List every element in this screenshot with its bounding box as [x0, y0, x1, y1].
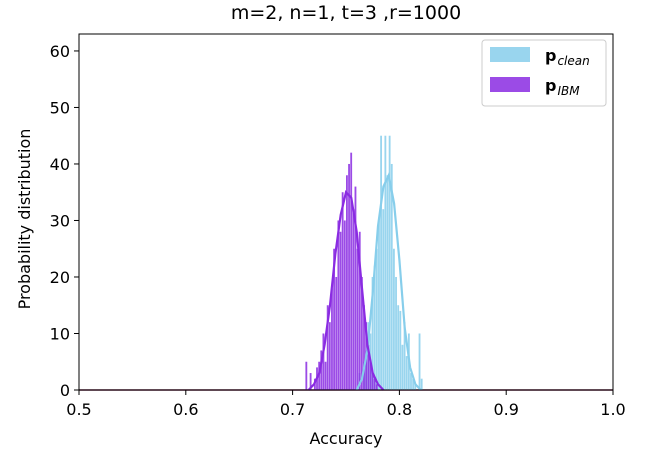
- histogram-bar: [354, 186, 357, 390]
- histogram-bar: [358, 231, 361, 390]
- histogram-bar: [326, 305, 329, 390]
- histogram-bar: [384, 135, 387, 390]
- x-tick-label: 0.6: [173, 400, 198, 419]
- legend: pclean pIBM: [481, 39, 607, 107]
- x-tick-label: 0.8: [387, 400, 412, 419]
- histogram-bar: [405, 356, 408, 390]
- histogram-bar: [373, 265, 376, 390]
- histogram-bar: [339, 231, 342, 390]
- axes: 0.5 0.6 0.7 0.8 0.9 1.0 0 10 20 30 40 50 60: [50, 33, 626, 419]
- histogram-bar: [348, 163, 350, 390]
- y-tick-label: 30: [50, 211, 70, 230]
- axes-frame: [78, 33, 614, 391]
- histogram-bar: [360, 276, 363, 390]
- y-tick-label: 0: [60, 381, 70, 400]
- histogram-bar: [395, 276, 397, 390]
- histogram-bar: [375, 384, 378, 390]
- kde-curve-p_IBM: [307, 189, 385, 391]
- histogram-bar: [337, 220, 340, 390]
- histogram-bar: [350, 152, 353, 390]
- histogram-bar: [328, 322, 331, 390]
- histogram-bar: [386, 175, 389, 390]
- histogram-bar: [324, 361, 327, 390]
- histogram-bar: [410, 373, 412, 390]
- histogram-bar: [309, 373, 312, 390]
- histogram-bar: [363, 305, 365, 390]
- histogram-bar: [352, 209, 355, 390]
- plot-area: [79, 135, 613, 391]
- histogram-bar: [378, 220, 380, 390]
- y-tick-label: 20: [50, 268, 70, 287]
- y-tick-label: 10: [50, 324, 70, 343]
- histogram-bar: [320, 350, 323, 390]
- y-axis-label: Probability distribution: [15, 129, 34, 310]
- chart-title: m=2, n=1, t=3 ,r=1000: [231, 2, 461, 24]
- histogram-bar: [397, 305, 400, 390]
- y-tick-label: 60: [50, 42, 70, 61]
- histogram-bar: [369, 361, 372, 390]
- legend-swatch: [490, 47, 530, 62]
- histogram-bar: [375, 248, 378, 390]
- x-tick-label: 0.7: [280, 400, 305, 419]
- histogram-bar: [382, 209, 385, 390]
- histogram-bar: [322, 333, 325, 390]
- histogram-bar: [414, 384, 417, 390]
- histogram-bar: [371, 276, 374, 390]
- histogram-bar: [420, 378, 423, 390]
- histogram-bar: [380, 135, 383, 390]
- histogram-bar: [412, 378, 415, 390]
- histogram-bar: [392, 248, 395, 390]
- legend-entry: pclean: [545, 46, 590, 68]
- histogram-bar: [335, 276, 338, 390]
- legend-entry: pIBM: [545, 76, 580, 98]
- y-tick-label: 40: [50, 155, 70, 174]
- histogram-bar: [356, 248, 359, 390]
- histogram-bar: [333, 248, 336, 390]
- histogram-bar: [373, 378, 376, 390]
- x-tick-label: 0.9: [493, 400, 518, 419]
- x-axis-label: Accuracy: [309, 429, 382, 448]
- histogram-bar: [399, 310, 402, 390]
- histogram-bar: [305, 361, 308, 390]
- histogram-bar: [341, 192, 344, 390]
- histogram-bar: [367, 344, 370, 390]
- histogram-bar: [371, 373, 374, 390]
- histogram-bar: [403, 322, 406, 390]
- histogram-bar: [343, 220, 346, 390]
- histogram-bar: [418, 333, 421, 390]
- x-tick-label: 0.5: [66, 400, 91, 419]
- legend-swatch: [490, 77, 530, 92]
- histogram-bar: [388, 135, 391, 390]
- histogram-bar: [331, 288, 333, 390]
- y-tick-label: 50: [50, 98, 70, 117]
- histogram-bar: [390, 163, 393, 390]
- x-tick-label: 1.0: [600, 400, 625, 419]
- histogram-bar: [401, 344, 404, 390]
- histogram-bar: [346, 175, 348, 390]
